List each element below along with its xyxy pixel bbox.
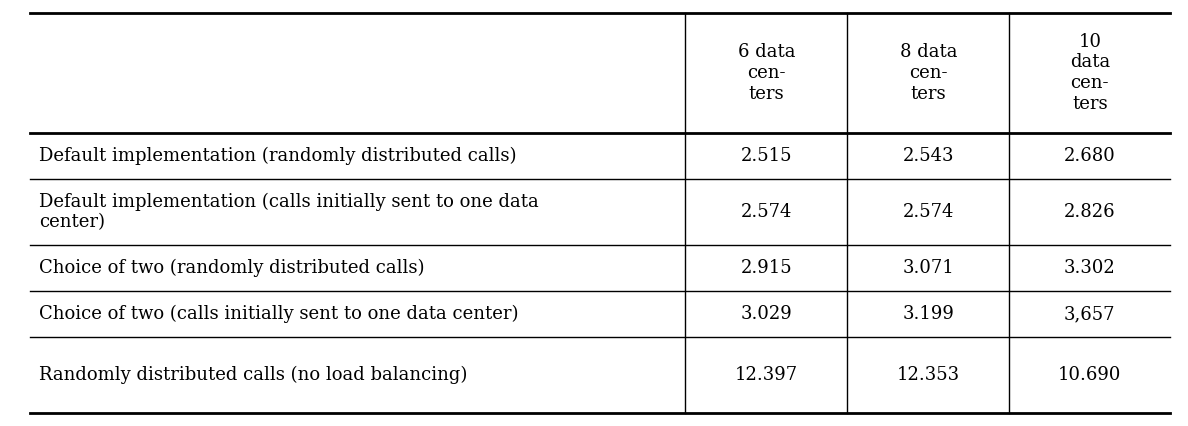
- Text: Choice of two (calls initially sent to one data center): Choice of two (calls initially sent to o…: [39, 305, 519, 323]
- Text: 3.302: 3.302: [1064, 259, 1116, 277]
- Text: 3.071: 3.071: [903, 259, 954, 277]
- Text: Default implementation (randomly distributed calls): Default implementation (randomly distrib…: [39, 147, 517, 165]
- Text: 2.574: 2.574: [741, 203, 792, 221]
- Text: 6 data
cen-
ters: 6 data cen- ters: [738, 43, 795, 103]
- Text: 12.397: 12.397: [735, 366, 798, 384]
- Text: 3,657: 3,657: [1064, 305, 1116, 323]
- Text: 2.826: 2.826: [1064, 203, 1116, 221]
- Text: 8 data
cen-
ters: 8 data cen- ters: [899, 43, 958, 103]
- Text: 2.515: 2.515: [740, 147, 792, 165]
- Text: 3.029: 3.029: [740, 305, 792, 323]
- Text: Default implementation (calls initially sent to one data
center): Default implementation (calls initially …: [39, 193, 539, 231]
- Text: 10
data
cen-
ters: 10 data cen- ters: [1069, 33, 1110, 113]
- Text: 2.543: 2.543: [903, 147, 954, 165]
- Text: Randomly distributed calls (no load balancing): Randomly distributed calls (no load bala…: [39, 366, 468, 384]
- Text: 10.690: 10.690: [1059, 366, 1121, 384]
- Text: 2.680: 2.680: [1064, 147, 1116, 165]
- Text: 2.574: 2.574: [903, 203, 954, 221]
- Text: 12.353: 12.353: [897, 366, 960, 384]
- Text: Choice of two (randomly distributed calls): Choice of two (randomly distributed call…: [39, 259, 424, 277]
- Text: 3.199: 3.199: [903, 305, 954, 323]
- Text: 2.915: 2.915: [740, 259, 792, 277]
